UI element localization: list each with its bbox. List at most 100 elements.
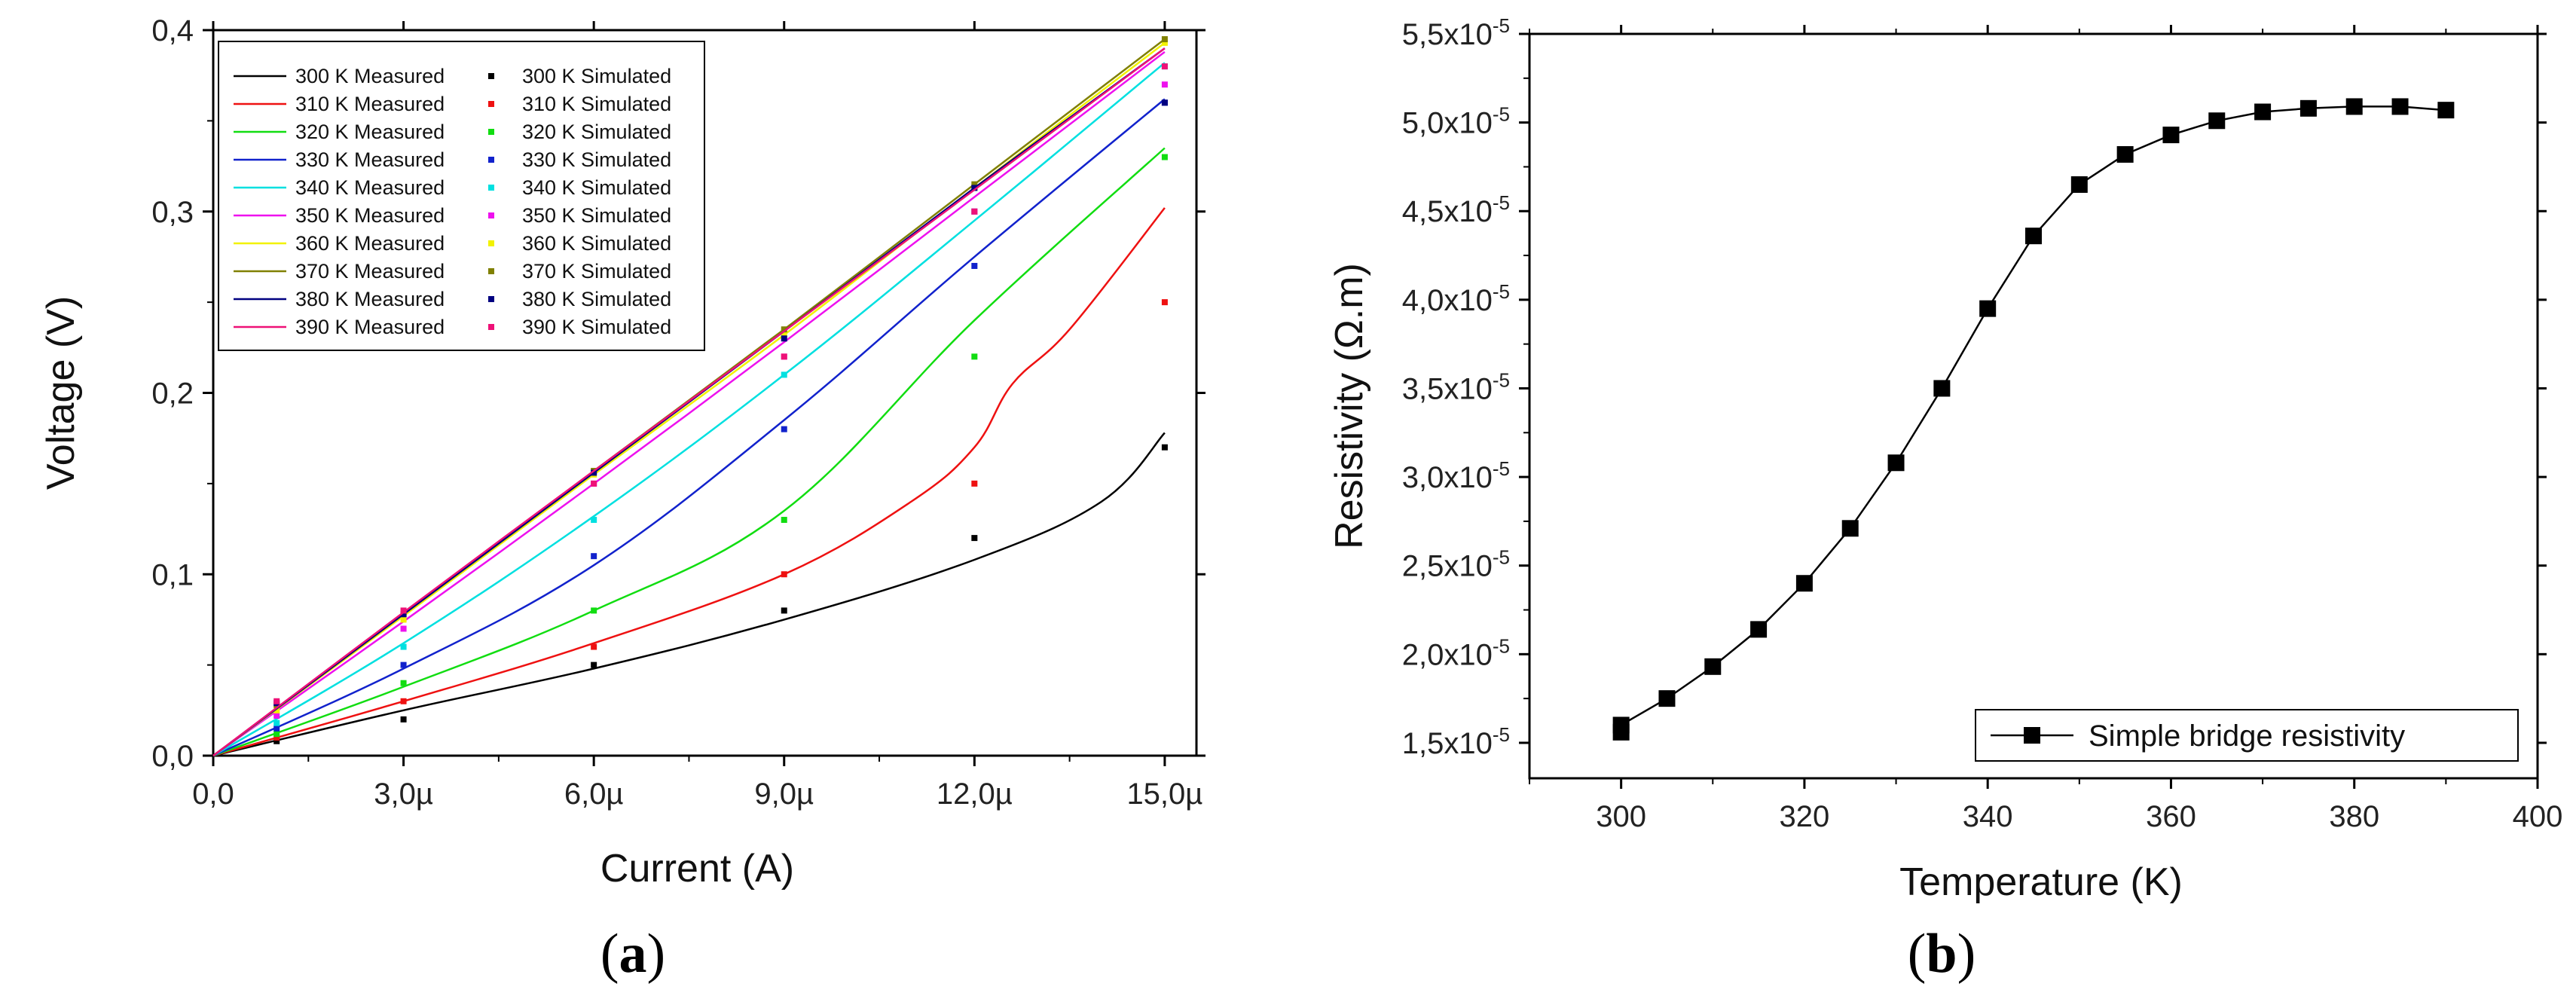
y-tick-label-b: 2,5x10-5 xyxy=(1402,546,1510,583)
simulated-point xyxy=(1161,99,1168,106)
x-tick-label-b: 340 xyxy=(1963,800,2013,833)
y-tick-exponent: -5 xyxy=(1493,723,1510,746)
simulated-point xyxy=(273,698,280,704)
simulated-point xyxy=(400,616,407,623)
legend-marker-b xyxy=(2024,727,2040,744)
y-axis-label-a: Voltage (V) xyxy=(39,296,83,490)
simulated-point xyxy=(591,607,597,614)
caption-a: (a) xyxy=(600,923,665,985)
resistivity-point xyxy=(1841,520,1859,537)
resistivity-point xyxy=(2345,98,2363,115)
legend-marker xyxy=(488,296,494,302)
resistivity-point xyxy=(2208,112,2226,130)
y-tick-label-a: 0,2 xyxy=(151,377,194,411)
legend-measured-label: 320 K Measured xyxy=(295,121,445,143)
legend-measured-label: 330 K Measured xyxy=(295,148,445,171)
resistivity-point xyxy=(1795,575,1813,592)
measured-line-330k xyxy=(212,98,1166,757)
x-tick-label-a: 15,0µ xyxy=(1126,778,1202,811)
simulated-point xyxy=(400,716,407,723)
legend-marker xyxy=(488,101,494,107)
plot-frame-b xyxy=(1528,32,2539,780)
caption-a-close: ) xyxy=(647,923,666,985)
simulated-point xyxy=(781,607,787,614)
simulated-point xyxy=(273,713,280,720)
simulated-point xyxy=(273,738,280,744)
resistivity-point xyxy=(1612,716,1630,734)
y-tick-label-b: 1,5x10-5 xyxy=(1402,723,1510,760)
legend-simulated-label: 330 K Simulated xyxy=(522,148,671,171)
simulated-point xyxy=(971,262,978,269)
y-axis-label-b: Resistivity (Ω.m) xyxy=(1328,263,1371,549)
resistivity-point xyxy=(1979,300,1997,317)
y-tick-mantissa: 4,0x10 xyxy=(1402,284,1493,317)
simulated-point xyxy=(781,326,787,333)
y-tick-label-b: 3,5x10-5 xyxy=(1402,368,1510,405)
resistivity-point xyxy=(2391,98,2409,115)
measured-line-310k xyxy=(212,207,1166,757)
simulated-point xyxy=(273,720,280,726)
simulated-point xyxy=(400,607,407,614)
legend-simulated-label: 340 K Simulated xyxy=(522,176,671,199)
y-tick-mantissa: 3,5x10 xyxy=(1402,372,1493,405)
y-tick-label-a: 0,3 xyxy=(151,196,194,229)
simulated-point xyxy=(1161,154,1168,160)
resistivity-point xyxy=(2299,99,2317,117)
caption-a-open: ( xyxy=(600,923,619,985)
simulated-point xyxy=(591,469,597,476)
simulated-point xyxy=(781,331,787,338)
y-tick-label-b: 5,5x10-5 xyxy=(1402,14,1510,51)
x-tick-label-a: 3,0µ xyxy=(374,778,433,811)
x-tick-label-b: 320 xyxy=(1780,800,1830,833)
legend-box-a xyxy=(218,41,705,351)
legend-marker xyxy=(488,73,494,79)
y-tick-label-b: 2,0x10-5 xyxy=(1402,634,1510,671)
legend-measured-label: 370 K Measured xyxy=(295,260,445,283)
legend-marker xyxy=(488,129,494,135)
simulated-point xyxy=(400,661,407,668)
simulated-point xyxy=(781,335,787,342)
legend-measured-label: 340 K Measured xyxy=(295,176,445,199)
legend-measured-label: 350 K Measured xyxy=(295,204,445,227)
x-axis-label-b: Temperature (K) xyxy=(1899,860,2183,904)
legend-simulated-label: 320 K Simulated xyxy=(522,121,671,143)
y-tick-mantissa: 5,0x10 xyxy=(1402,107,1493,140)
resistivity-point xyxy=(2070,176,2088,193)
legend-label-b: Simple bridge resistivity xyxy=(2089,720,2405,753)
simulated-point xyxy=(781,426,787,432)
y-tick-label-a: 0,0 xyxy=(151,740,194,773)
caption-b-letter: b xyxy=(1926,923,1957,985)
x-tick-label-a: 6,0µ xyxy=(564,778,624,811)
simulated-point xyxy=(971,353,978,360)
measured-line-300k xyxy=(212,432,1166,757)
resistivity-point xyxy=(1887,454,1905,472)
legend-measured-label: 300 K Measured xyxy=(295,65,445,87)
legend-marker xyxy=(488,157,494,163)
simulated-point xyxy=(781,353,787,360)
y-tick-label-b: 5,0x10-5 xyxy=(1402,103,1510,140)
y-tick-exponent: -5 xyxy=(1493,368,1510,391)
measured-line-390k xyxy=(212,47,1166,756)
y-tick-label-b: 3,0x10-5 xyxy=(1402,457,1510,494)
caption-b-open: ( xyxy=(1908,923,1927,985)
y-tick-label-a: 0,4 xyxy=(151,14,194,47)
simulated-point xyxy=(971,185,978,191)
x-tick-label-a: 9,0µ xyxy=(754,778,814,811)
simulated-point xyxy=(273,731,280,738)
legend-simulated-label: 380 K Simulated xyxy=(522,288,671,310)
simulated-point xyxy=(971,480,978,487)
simulated-point xyxy=(400,611,407,618)
y-tick-exponent: -5 xyxy=(1493,103,1510,126)
simulated-point xyxy=(400,698,407,704)
simulated-point xyxy=(1161,36,1168,43)
y-tick-mantissa: 3,0x10 xyxy=(1402,461,1493,494)
x-axis-label-a: Current (A) xyxy=(600,847,794,891)
simulated-point xyxy=(781,371,787,378)
simulated-point xyxy=(591,517,597,524)
legend-simulated-label: 370 K Simulated xyxy=(522,260,671,283)
x-tick-label-a: 12,0µ xyxy=(937,778,1013,811)
resistivity-point xyxy=(1658,690,1676,707)
legend-marker xyxy=(488,268,494,274)
y-tick-mantissa: 4,5x10 xyxy=(1402,195,1493,228)
legend-marker xyxy=(488,212,494,218)
